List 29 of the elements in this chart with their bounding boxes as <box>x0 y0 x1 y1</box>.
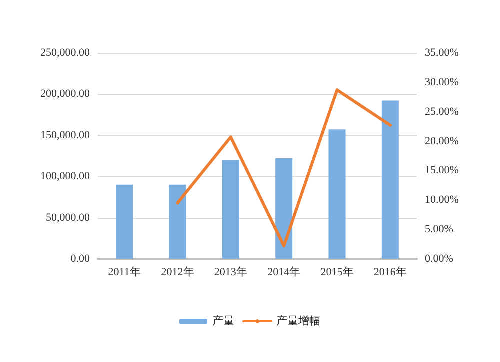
x-tick-label: 2013年 <box>214 266 248 278</box>
y-tick-label: 50,000.00 <box>46 212 90 224</box>
y2-tick-label: 30.00% <box>425 76 459 88</box>
bar <box>276 158 293 259</box>
bar <box>382 100 399 259</box>
x-tick-label: 2015年 <box>320 266 354 278</box>
y2-tick-label: 20.00% <box>425 135 459 148</box>
y2-tick-label: 35.00% <box>425 47 459 59</box>
bar <box>116 184 134 259</box>
x-tick-label: 2014年 <box>268 266 301 278</box>
legend-label: 产量增幅 <box>276 314 320 328</box>
x-tick-label: 2012年 <box>161 266 194 278</box>
y-tick-label: 150,000.00 <box>40 129 90 142</box>
y-tick-label: 250,000.00 <box>40 47 90 59</box>
bar <box>328 130 346 259</box>
legend-label: 产量 <box>212 314 234 328</box>
y2-tick-label: 25.00% <box>425 106 459 118</box>
x-tick-label: 2016年 <box>374 266 407 278</box>
x-tick-label: 2011年 <box>108 266 141 278</box>
line-series <box>176 88 392 248</box>
y2-tick-label: 15.00% <box>425 164 459 177</box>
y-tick-label: 0.00 <box>70 253 90 265</box>
y2-tick-label: 5.00% <box>425 224 454 236</box>
y-tick-label: 200,000.00 <box>40 88 90 100</box>
y-tick-label: 100,000.00 <box>40 170 90 183</box>
y2-tick-label: 0.00% <box>425 253 454 265</box>
bar <box>169 184 186 259</box>
bar <box>222 160 240 259</box>
y2-tick-label: 10.00% <box>425 194 459 206</box>
